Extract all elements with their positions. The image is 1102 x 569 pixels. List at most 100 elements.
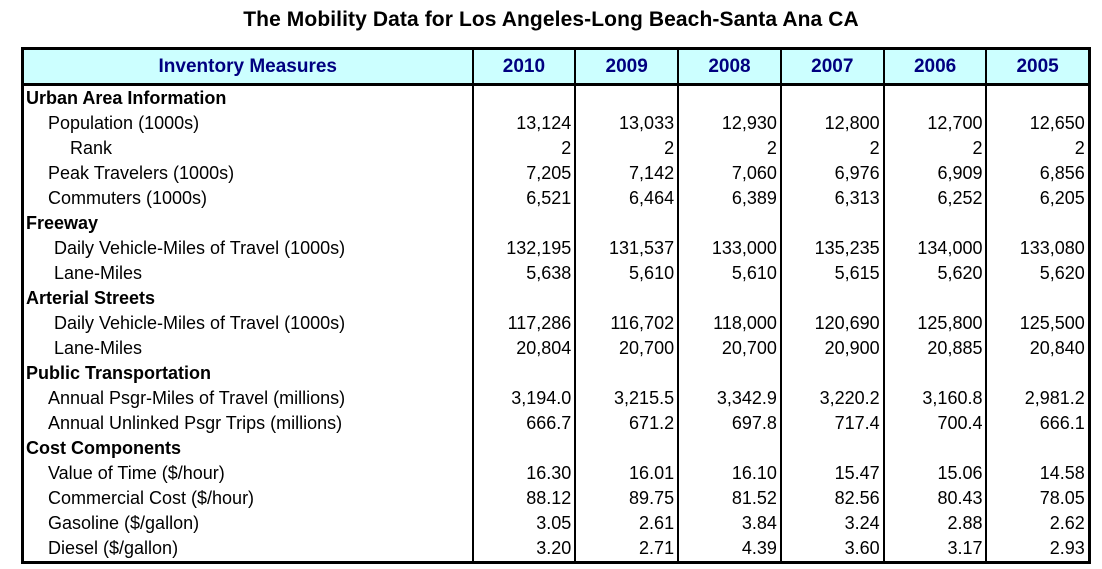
table-cell-value [779,286,884,311]
table-cell-value: 14.58 [985,461,1090,486]
table-cell-value [985,436,1090,461]
table-cell-value [574,211,679,236]
table-row: Diesel ($/gallon) 3.20 2.71 4.39 3.60 3.17 2.9… [23,536,1090,563]
column-header-year: 2005 [985,48,1090,86]
table-row: Daily Vehicle-Miles of Travel (1000s) 132… [23,236,1090,261]
table-cell-value: 2.61 [574,511,679,536]
table-section-row: Urban Area Information [23,84,1090,111]
table-cell-value [677,286,781,311]
table-cell-value [471,286,576,311]
table-cell-value: 20,840 [985,336,1090,361]
table-cell-value: 7,142 [574,161,679,186]
table-cell-value [882,286,987,311]
row-label: Diesel ($/gallon) [48,538,179,558]
table-cell-value: 7,205 [471,161,576,186]
table-cell-value [779,436,884,461]
table-cell-value [779,211,884,236]
table-cell-value: 5,620 [985,261,1090,286]
table-cell-value: 15.06 [882,461,987,486]
table-cell-value: 717.4 [779,411,884,436]
table-cell-value: 118,000 [677,311,781,336]
section-heading: Arterial Streets [26,288,156,308]
table-row: Peak Travelers (1000s) 7,205 7,142 7,060 6,9… [23,161,1090,186]
table-cell-value: 20,804 [471,336,576,361]
table-cell-value: 3.20 [471,536,576,563]
table-cell-value: 131,537 [574,236,679,261]
table-cell-value: 16.10 [677,461,781,486]
table-cell-value: 132,195 [471,236,576,261]
table-cell-value [471,361,576,386]
table-cell-value: 3.60 [779,536,884,563]
column-header-year: 2009 [574,48,679,86]
table-cell-value: 6,313 [779,186,884,211]
table-cell-value [677,361,781,386]
table-cell-value: 12,650 [985,111,1090,136]
table-cell-value: 20,700 [574,336,679,361]
table-cell-value [882,361,987,386]
table-row: Daily Vehicle-Miles of Travel (1000s) 117… [23,311,1090,336]
table-cell-value: 2 [779,136,884,161]
row-label: Rank [70,138,113,158]
table-header-row: Inventory Measures 2010 2009 2008 2007 2… [22,48,1090,86]
table-cell-value [985,84,1090,111]
column-header-year: 2010 [471,48,576,86]
table-cell-value: 15.47 [779,461,884,486]
table-cell-value: 2.62 [985,511,1090,536]
table-cell-value [574,286,679,311]
table-cell-value [882,436,987,461]
page-title: The Mobility Data for Los Angeles-Long B… [243,8,859,31]
row-label: Gasoline ($/gallon) [48,513,200,533]
table-cell-value: 16.01 [574,461,679,486]
table-cell-value: 3.24 [779,511,884,536]
table-cell-value: 4.39 [677,536,781,563]
table-cell-value: 5,620 [882,261,987,286]
column-header-year: 2008 [677,48,781,86]
table-cell-value [779,361,884,386]
row-label: Peak Travelers (1000s) [48,163,235,183]
table-cell-value: 6,464 [574,186,679,211]
row-label: Daily Vehicle-Miles of Travel (1000s) [54,238,346,258]
table-cell-value: 5,610 [677,261,781,286]
table-cell-value: 6,521 [471,186,576,211]
table-cell-value: 135,235 [779,236,884,261]
table-cell-value: 20,900 [779,336,884,361]
table-cell-value: 2.93 [985,536,1090,563]
table-cell-value: 2.71 [574,536,679,563]
table-cell-value: 12,800 [779,111,884,136]
table-cell-value: 20,700 [677,336,781,361]
table-section-row: Arterial Streets [23,286,1090,311]
table-cell-value [574,84,679,111]
table-cell-value: 12,700 [882,111,987,136]
table-cell-value: 13,033 [574,111,679,136]
row-label: Value of Time ($/hour) [48,463,225,483]
table-cell-value [985,286,1090,311]
table-cell-value: 6,389 [677,186,781,211]
table-cell-value: 134,000 [882,236,987,261]
table-cell-value: 20,885 [882,336,987,361]
table-section-row: Cost Components [23,436,1090,461]
table-cell-value: 2,981.2 [985,386,1090,411]
table-cell-value: 81.52 [677,486,781,511]
table-cell-value: 16.30 [471,461,576,486]
table-cell-value: 12,930 [677,111,781,136]
section-heading: Public Transportation [26,363,212,383]
table-cell-value [574,436,679,461]
table-cell-value [471,211,576,236]
table-cell-value: 3,342.9 [677,386,781,411]
table-body: Urban Area Information Population (1000s)… [23,84,1090,563]
table-cell-value: 80.43 [882,486,987,511]
table-cell-value: 82.56 [779,486,884,511]
table-cell-value: 88.12 [471,486,576,511]
table-cell-value: 5,610 [574,261,679,286]
row-label: Commuters (1000s) [48,188,208,208]
table-cell-value: 133,080 [985,236,1090,261]
table-cell-value: 6,909 [882,161,987,186]
mobility-data-table: Inventory Measures 2010 2009 2008 2007 2… [21,47,1091,564]
table-row: Population (1000s) 13,124 13,033 12,930 12,8… [23,111,1090,136]
table-cell-value [882,211,987,236]
column-header-inventory-measures: Inventory Measures [22,48,473,86]
table-cell-value: 2.88 [882,511,987,536]
table-cell-value: 125,800 [882,311,987,336]
table-cell-value: 2 [677,136,781,161]
table-cell-value: 3,215.5 [574,386,679,411]
